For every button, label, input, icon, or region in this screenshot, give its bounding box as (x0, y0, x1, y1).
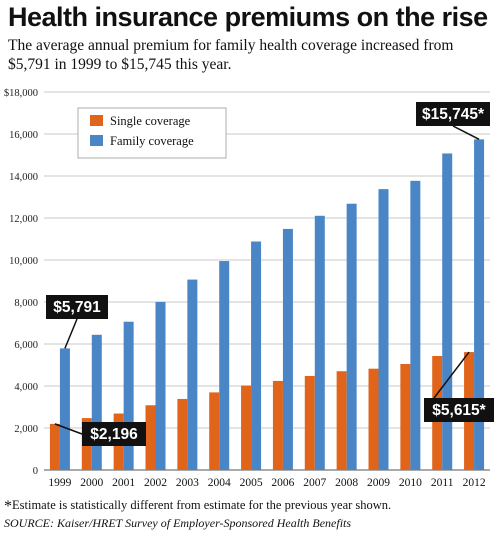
callout-box (416, 102, 490, 126)
callout-box (46, 295, 108, 319)
bar-single (304, 375, 315, 470)
legend-swatch (90, 135, 103, 146)
callout-leader (64, 318, 78, 349)
callout-label: $5,615* (432, 402, 486, 419)
bar-family (378, 189, 389, 470)
chart-subtitle: The average annual premium for family he… (8, 37, 454, 73)
bar-single (241, 385, 252, 470)
x-tick-label: 2002 (144, 477, 167, 489)
x-tick-label: 2001 (112, 477, 135, 489)
footnote-star: * (4, 498, 12, 515)
footnote: *Estimate is statistically different fro… (4, 498, 391, 516)
footnote-text: Estimate is statistically different from… (12, 498, 392, 512)
callout-label: $5,791 (53, 299, 101, 316)
bar-family (219, 261, 230, 470)
x-tick-label: 2006 (271, 477, 294, 489)
x-tick-label: 2012 (463, 477, 486, 489)
x-tick-label: 2011 (431, 477, 454, 489)
y-tick-label: 6,000 (14, 340, 38, 351)
bar-single (49, 423, 60, 470)
legend-label: Single coverage (110, 114, 191, 128)
legend-label: Family coverage (110, 134, 194, 148)
bar-family (442, 153, 453, 470)
callout-label: $2,196 (90, 426, 138, 443)
bar-family (155, 301, 166, 470)
bar-single (209, 392, 220, 470)
chart-title: Health insurance premiums on the rise (8, 2, 488, 32)
bar-single (272, 380, 283, 470)
legend-swatch (90, 115, 103, 126)
y-tick-label: 10,000 (9, 256, 38, 267)
x-tick-label: 2008 (335, 477, 358, 489)
y-tick-label: 0 (33, 466, 38, 477)
callout-box (424, 398, 494, 422)
bar-single (368, 368, 379, 470)
bar-single (400, 363, 411, 470)
bar-chart: 0 2,000 4,000 6,000 8,000 10,000 12,000 14,000 1… (4, 88, 494, 489)
bar-family (123, 321, 134, 470)
x-tick-label: 2009 (367, 477, 390, 489)
callout-leader (54, 423, 83, 435)
x-tick-label: 2004 (208, 477, 231, 489)
y-tick-label: 16,000 (9, 130, 38, 141)
bar-family (346, 203, 357, 470)
x-tick-label: 1999 (48, 477, 71, 489)
bar-family (59, 348, 70, 470)
x-tick-label: 2007 (303, 477, 326, 489)
callout-leader (433, 351, 470, 399)
y-tick-label: 4,000 (14, 382, 38, 393)
callout-leader (452, 125, 480, 141)
bar-family (282, 228, 293, 470)
bar-family (251, 241, 262, 470)
x-tick-label: 2010 (399, 477, 422, 489)
x-tick-label: 2003 (176, 477, 199, 489)
y-tick-label: 2,000 (14, 424, 38, 435)
bar-family (91, 334, 102, 470)
bar-single (177, 398, 188, 470)
x-tick-label: 2000 (80, 477, 103, 489)
y-tick-label: 14,000 (9, 172, 38, 183)
y-tick-label: $18,000 (4, 88, 38, 99)
callout-label: $15,745* (422, 106, 485, 123)
callout-box (82, 422, 146, 446)
y-tick-label: 8,000 (14, 298, 38, 309)
bar-family (314, 215, 325, 470)
bar-single (145, 405, 156, 470)
bar-single (336, 371, 347, 470)
bar-family (187, 279, 198, 470)
bar-family (410, 180, 421, 470)
y-tick-label: 12,000 (9, 214, 38, 225)
x-tick-label: 2005 (240, 477, 263, 489)
bar-family (474, 139, 485, 471)
source-note: SOURCE: Kaiser/HRET Survey of Employer-S… (4, 516, 352, 530)
